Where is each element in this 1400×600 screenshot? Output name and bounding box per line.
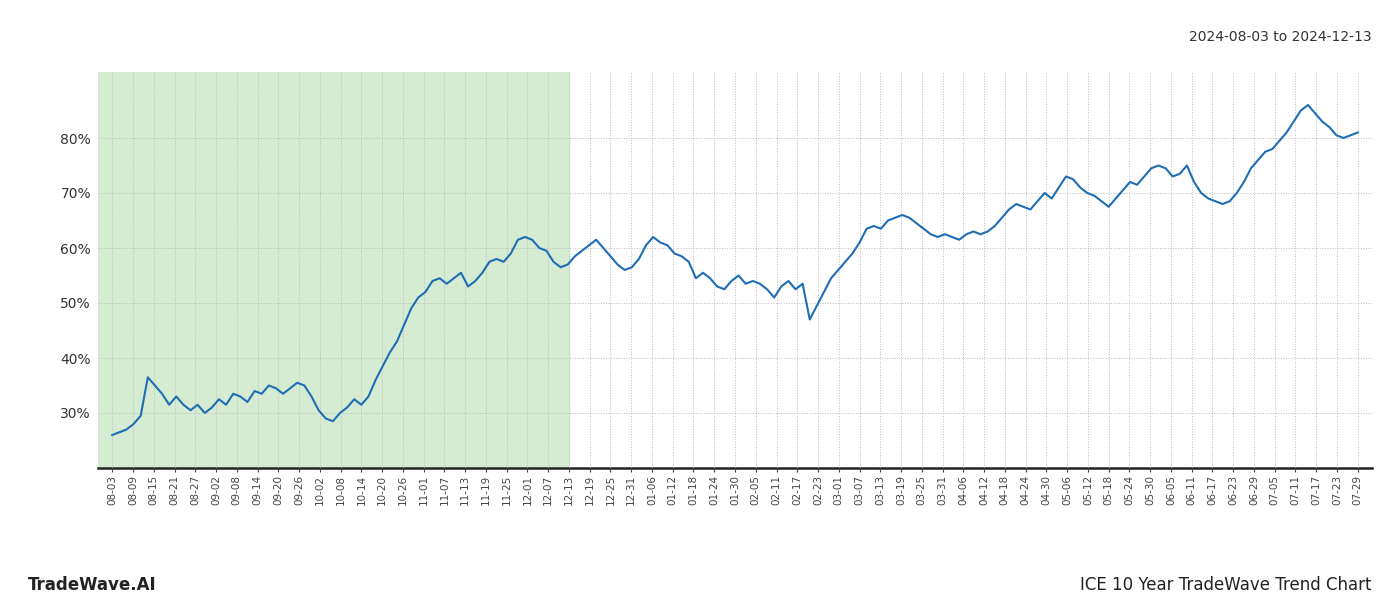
Text: 2024-08-03 to 2024-12-13: 2024-08-03 to 2024-12-13 (1190, 30, 1372, 44)
Bar (98, 72, 568, 468)
Text: TradeWave.AI: TradeWave.AI (28, 576, 157, 594)
Text: ICE 10 Year TradeWave Trend Chart: ICE 10 Year TradeWave Trend Chart (1081, 576, 1372, 594)
